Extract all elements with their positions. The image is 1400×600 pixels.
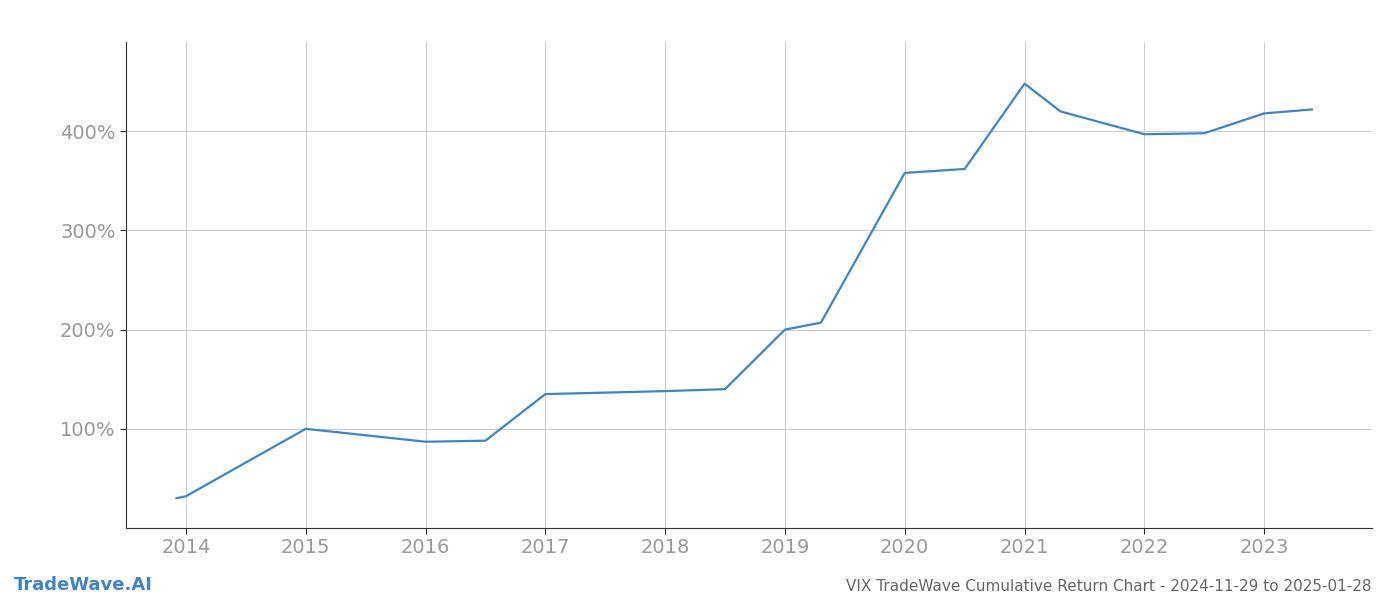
Text: VIX TradeWave Cumulative Return Chart - 2024-11-29 to 2025-01-28: VIX TradeWave Cumulative Return Chart - … xyxy=(847,579,1372,594)
Text: TradeWave.AI: TradeWave.AI xyxy=(14,576,153,594)
